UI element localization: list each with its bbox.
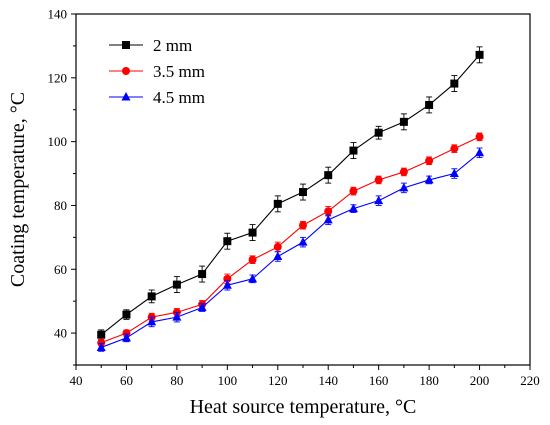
y-tick-label: 140 bbox=[48, 7, 68, 22]
data-point bbox=[374, 195, 384, 205]
data-point bbox=[348, 203, 358, 213]
series-line bbox=[101, 136, 480, 344]
data-point bbox=[248, 228, 257, 237]
legend-label: 4.5 mm bbox=[153, 88, 205, 107]
legend-marker bbox=[121, 92, 131, 101]
data-point bbox=[248, 273, 258, 283]
x-tick-label: 60 bbox=[120, 373, 133, 388]
data-point bbox=[97, 330, 106, 339]
series-0 bbox=[97, 46, 484, 340]
legend-label: 3.5 mm bbox=[153, 62, 205, 81]
data-point bbox=[197, 302, 207, 312]
data-point bbox=[121, 332, 131, 342]
x-tick-label: 220 bbox=[520, 373, 540, 388]
data-point bbox=[424, 174, 434, 184]
data-point bbox=[96, 342, 106, 351]
x-axis-label: Heat source temperature, °C bbox=[190, 396, 417, 418]
data-point bbox=[399, 182, 409, 192]
data-point bbox=[324, 171, 333, 180]
data-point bbox=[475, 132, 484, 141]
x-tick-label: 160 bbox=[369, 373, 389, 388]
series-2 bbox=[96, 147, 485, 352]
data-point bbox=[299, 188, 307, 197]
series-line bbox=[101, 152, 480, 348]
data-point bbox=[425, 100, 434, 109]
series-line bbox=[100, 54, 480, 336]
data-point bbox=[450, 79, 459, 88]
data-point bbox=[299, 221, 307, 230]
data-point bbox=[222, 280, 232, 289]
data-point bbox=[323, 214, 333, 224]
data-point bbox=[273, 199, 282, 208]
data-point bbox=[425, 156, 434, 165]
data-point bbox=[374, 175, 383, 184]
data-point bbox=[349, 146, 358, 155]
data-point bbox=[273, 251, 283, 261]
data-point bbox=[450, 144, 459, 153]
data-point bbox=[475, 147, 485, 157]
series-layer bbox=[96, 46, 485, 352]
legend-marker bbox=[122, 67, 130, 75]
data-point bbox=[147, 316, 157, 326]
legend-marker bbox=[122, 41, 130, 49]
y-tick-label: 120 bbox=[48, 70, 68, 85]
y-tick-label: 80 bbox=[54, 198, 67, 213]
data-point bbox=[198, 270, 207, 279]
data-point bbox=[324, 207, 333, 216]
data-point bbox=[399, 167, 408, 176]
data-point bbox=[374, 128, 383, 137]
y-axis-label: Coating temperature, °C bbox=[7, 92, 29, 287]
y-tick-label: 40 bbox=[54, 326, 67, 341]
legend: 2 mm 3.5 mm 4.5 mm bbox=[109, 36, 205, 107]
x-tick-label: 140 bbox=[318, 373, 338, 388]
x-tick-label: 100 bbox=[218, 373, 238, 388]
data-point bbox=[172, 280, 181, 289]
x-tick-label: 80 bbox=[170, 373, 183, 388]
data-point bbox=[449, 168, 459, 178]
y-tick-label: 100 bbox=[48, 134, 68, 149]
data-point bbox=[273, 242, 282, 251]
y-tick-label: 60 bbox=[54, 262, 67, 277]
data-point bbox=[172, 312, 182, 321]
y-axis: 40 60 80 100 120 140 bbox=[48, 7, 76, 366]
x-tick-label: 120 bbox=[268, 373, 288, 388]
x-tick-label: 180 bbox=[419, 373, 439, 388]
x-axis: 40 60 80 100 120 140 160 180 200 220 bbox=[70, 365, 540, 388]
data-point bbox=[223, 237, 232, 246]
data-point bbox=[248, 255, 257, 264]
x-tick-label: 200 bbox=[470, 373, 490, 388]
data-point bbox=[147, 292, 156, 301]
series-1 bbox=[97, 132, 484, 347]
x-tick-label: 40 bbox=[70, 373, 83, 388]
legend-label: 2 mm bbox=[153, 36, 192, 55]
data-point bbox=[122, 310, 131, 319]
data-point bbox=[399, 117, 408, 126]
data-point bbox=[475, 50, 484, 59]
data-point bbox=[349, 187, 358, 196]
data-point bbox=[298, 237, 308, 246]
